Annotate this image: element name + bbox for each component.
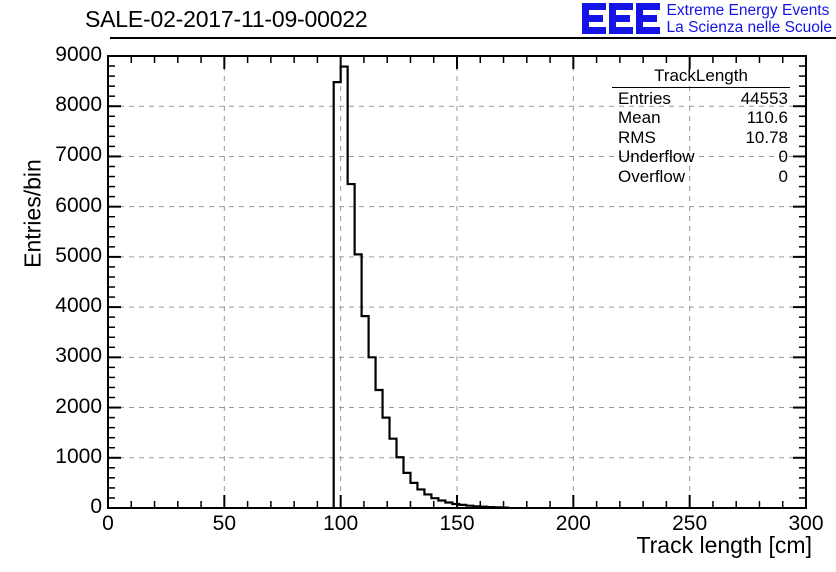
stats-box: TrackLength Entries 44553 Mean 110.6 RMS 10.7… <box>612 66 790 186</box>
eee-logo-line1: Extreme Energy Events <box>666 2 830 19</box>
eee-logo-line2: La Scienza nelle Scuole <box>666 19 832 36</box>
header-divider <box>110 37 836 39</box>
eee-logo-mark <box>581 3 660 34</box>
y-axis-tick-label: 9000 <box>55 43 102 66</box>
stats-row-value: 0 <box>778 166 788 186</box>
stats-row: Entries 44553 <box>612 89 790 109</box>
stats-row: Overflow 0 <box>612 167 790 187</box>
y-axis-tick-label: 1000 <box>55 444 102 468</box>
x-axis-tick-label: 50 <box>212 512 236 535</box>
eee-letter-icon <box>581 3 606 34</box>
stats-row-key: Entries <box>618 88 671 108</box>
stats-row-key: RMS <box>618 127 656 147</box>
eee-letter-icon <box>635 3 660 34</box>
stats-row-value: 44553 <box>740 88 788 108</box>
stats-row-key: Mean <box>618 108 661 127</box>
stats-row-value: 0 <box>778 147 788 166</box>
stats-rows: Entries 44553 Mean 110.6 RMS 10.78 Underflow 0 O… <box>612 89 790 187</box>
stats-row-value: 110.6 <box>746 108 788 127</box>
y-axis-tick-label: 5000 <box>55 243 102 267</box>
stats-row-value: 10.78 <box>745 127 788 147</box>
y-axis-tick-label: 0 <box>90 495 102 518</box>
stats-row-key: Underflow <box>618 147 695 166</box>
eee-logo-text: Extreme Energy Events La Scienza nelle S… <box>667 2 832 36</box>
y-axis-tick-label: 2000 <box>55 394 102 418</box>
y-axis-tick-label: 8000 <box>55 93 102 117</box>
histogram-outline <box>332 65 510 509</box>
y-axis-tick-label: 4000 <box>55 294 102 318</box>
stats-row: Mean 110.6 <box>612 108 790 128</box>
y-axis-tick-label: 7000 <box>55 143 102 167</box>
stats-row: Underflow 0 <box>612 147 790 167</box>
eee-logo: Extreme Energy Events La Scienza nelle S… <box>581 2 832 36</box>
x-axis-tick-label: 300 <box>788 512 824 535</box>
x-axis-tick-label: 250 <box>672 512 708 535</box>
plot-title: SALE-02-2017-11-09-00022 <box>85 6 368 32</box>
stats-row-key: Overflow <box>618 166 686 186</box>
stats-row: RMS 10.78 <box>612 128 790 148</box>
x-axis-tick-label: 200 <box>555 512 591 535</box>
x-axis-tick-label: 0 <box>102 512 114 535</box>
x-axis-tick-label: 150 <box>439 512 475 535</box>
y-axis-tick-label: 6000 <box>55 193 102 217</box>
eee-letter-icon <box>608 3 633 34</box>
y-axis-tick-label: 3000 <box>55 344 102 368</box>
x-axis-label: Track length [cm] <box>636 532 812 558</box>
stats-title: TrackLength <box>612 66 790 88</box>
x-axis-tick-label: 100 <box>323 512 359 535</box>
